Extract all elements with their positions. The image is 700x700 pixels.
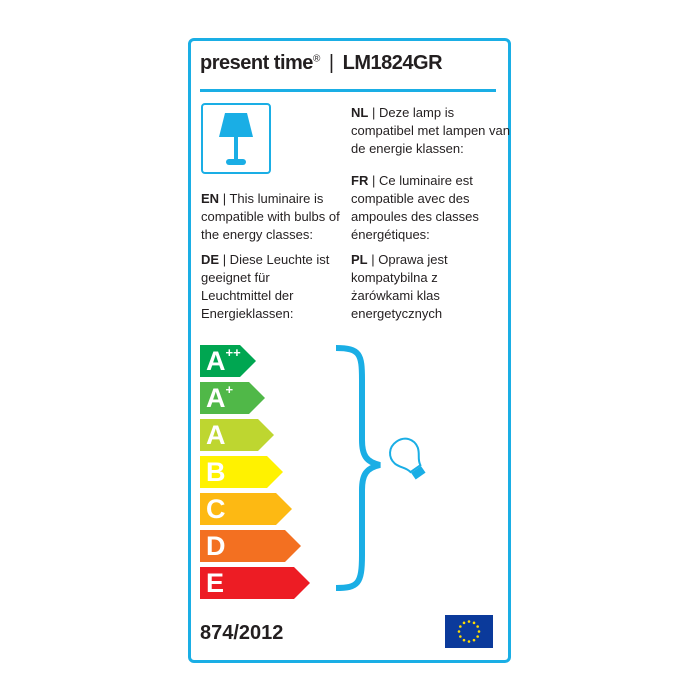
brace <box>335 345 381 591</box>
text-nl: NL | Deze lamp is compatibel met lampen … <box>351 105 510 156</box>
energy-class-D: D <box>200 530 301 562</box>
label-frame <box>188 38 511 663</box>
brand-name: present time <box>200 52 313 74</box>
bracket-and-bulb <box>335 345 426 591</box>
energy-class-E: E <box>200 567 310 599</box>
eu-flag-icon <box>445 615 493 648</box>
text-fr: FR | Ce luminaire est compatible avec de… <box>351 173 479 242</box>
energy-class-Aplusplus: A++ <box>200 345 256 377</box>
registered-mark: ® <box>312 53 320 65</box>
text-en: EN | This luminaire is compatible with b… <box>201 191 340 242</box>
energy-class-B: B <box>200 456 283 488</box>
separator: | <box>328 52 334 74</box>
energy-class-Aplus: A+ <box>200 382 265 414</box>
header: present time® | LM1824GR <box>200 52 443 75</box>
header-divider <box>200 89 496 92</box>
text-de: DE | Diese Leuchte ist geeignet für Leuc… <box>201 252 330 321</box>
light-bulb-icon <box>389 437 426 480</box>
regulation-number: 874/2012 <box>200 622 284 644</box>
model-number: LM1824GR <box>342 52 443 74</box>
energy-class-A: A <box>200 419 274 451</box>
energy-class-C: C <box>200 493 292 525</box>
table-lamp-icon <box>201 103 271 174</box>
text-pl: PL | Oprawa jest kompatybilna z żarówkam… <box>351 252 448 321</box>
